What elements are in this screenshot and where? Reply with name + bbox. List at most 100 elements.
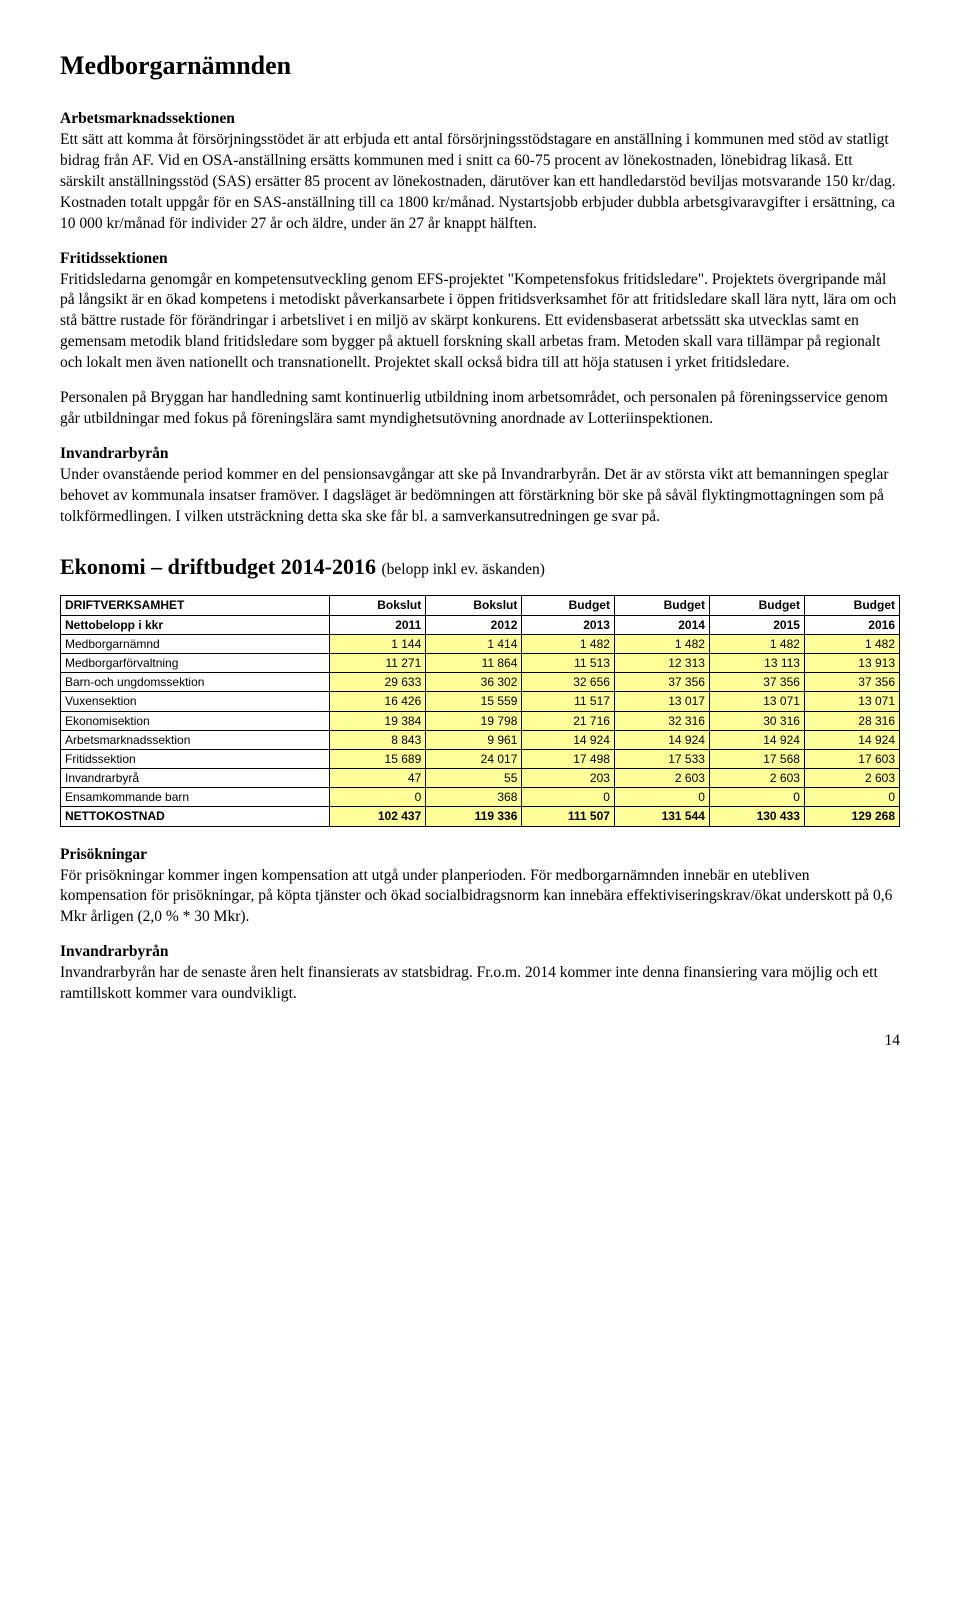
row-value: 2 603 bbox=[614, 769, 709, 788]
row-value: 1 482 bbox=[709, 634, 804, 653]
row-label: Arbetsmarknadssektion bbox=[61, 730, 330, 749]
invandrar-paragraph-2: Invandrarbyrån Invandrarbyrån har de sen… bbox=[60, 942, 900, 1005]
row-label: Vuxensektion bbox=[61, 692, 330, 711]
header-col: Bokslut bbox=[330, 596, 426, 615]
header-col: Bokslut bbox=[426, 596, 522, 615]
ekonomi-heading-sub: (belopp inkl ev. äskanden) bbox=[381, 561, 544, 578]
invandrar-body-1: Under ovanstående period kommer en del p… bbox=[60, 466, 889, 525]
row-value: 30 316 bbox=[709, 711, 804, 730]
page-number: 14 bbox=[60, 1031, 900, 1052]
row-value: 11 864 bbox=[426, 653, 522, 672]
row-value: 14 924 bbox=[614, 730, 709, 749]
row-value: 0 bbox=[804, 788, 899, 807]
table-row: Fritidssektion15 68924 01717 49817 53317… bbox=[61, 749, 900, 768]
row-value: 32 316 bbox=[614, 711, 709, 730]
row-value: 13 071 bbox=[804, 692, 899, 711]
row-label: Medborgarförvaltning bbox=[61, 653, 330, 672]
page-title: Medborgarnämnden bbox=[60, 48, 900, 83]
prisokningar-paragraph: Prisökningar För prisökningar kommer ing… bbox=[60, 845, 900, 929]
prisokningar-body: För prisökningar kommer ingen kompensati… bbox=[60, 867, 892, 926]
row-value: 203 bbox=[522, 769, 615, 788]
fritid-body-2: Personalen på Bryggan har handledning sa… bbox=[60, 389, 888, 427]
netto-value: 131 544 bbox=[614, 807, 709, 826]
row-value: 37 356 bbox=[614, 673, 709, 692]
ekonomi-heading-main: Ekonomi – driftbudget 2014-2016 bbox=[60, 554, 376, 579]
table-row: Vuxensektion16 42615 55911 51713 01713 0… bbox=[61, 692, 900, 711]
row-value: 11 271 bbox=[330, 653, 426, 672]
table-header-row-1: DRIFTVERKSAMHET Bokslut Bokslut Budget B… bbox=[61, 596, 900, 615]
row-value: 17 498 bbox=[522, 749, 615, 768]
row-value: 11 517 bbox=[522, 692, 615, 711]
invandrar-title-1: Invandrarbyrån bbox=[60, 445, 169, 462]
header-nettobelopp: Nettobelopp i kkr bbox=[61, 615, 330, 634]
header-year: 2015 bbox=[709, 615, 804, 634]
row-value: 15 559 bbox=[426, 692, 522, 711]
arbetsmarknad-title: Arbetsmarknadssektionen bbox=[60, 110, 235, 127]
netto-value: 129 268 bbox=[804, 807, 899, 826]
header-year: 2013 bbox=[522, 615, 615, 634]
row-value: 13 071 bbox=[709, 692, 804, 711]
row-value: 13 113 bbox=[709, 653, 804, 672]
table-row: Barn-och ungdomssektion29 63336 30232 65… bbox=[61, 673, 900, 692]
row-label: Ekonomisektion bbox=[61, 711, 330, 730]
ekonomi-heading: Ekonomi – driftbudget 2014-2016 (belopp … bbox=[60, 552, 900, 582]
table-row: Invandrarbyrå47552032 6032 6032 603 bbox=[61, 769, 900, 788]
header-year: 2016 bbox=[804, 615, 899, 634]
header-col: Budget bbox=[709, 596, 804, 615]
row-value: 12 313 bbox=[614, 653, 709, 672]
row-value: 14 924 bbox=[804, 730, 899, 749]
row-value: 36 302 bbox=[426, 673, 522, 692]
netto-value: 111 507 bbox=[522, 807, 615, 826]
row-value: 32 656 bbox=[522, 673, 615, 692]
row-value: 15 689 bbox=[330, 749, 426, 768]
row-value: 55 bbox=[426, 769, 522, 788]
row-value: 1 482 bbox=[804, 634, 899, 653]
netto-row: NETTOKOSTNAD102 437119 336111 507131 544… bbox=[61, 807, 900, 826]
table-row: Medborgarnämnd1 1441 4141 4821 4821 4821… bbox=[61, 634, 900, 653]
netto-label: NETTOKOSTNAD bbox=[61, 807, 330, 826]
row-value: 19 384 bbox=[330, 711, 426, 730]
row-value: 13 913 bbox=[804, 653, 899, 672]
header-col: Budget bbox=[804, 596, 899, 615]
row-value: 47 bbox=[330, 769, 426, 788]
row-value: 1 482 bbox=[522, 634, 615, 653]
table-row: Ensamkommande barn03680000 bbox=[61, 788, 900, 807]
row-label: Barn-och ungdomssektion bbox=[61, 673, 330, 692]
row-value: 19 798 bbox=[426, 711, 522, 730]
fritid-body-1: Fritidsledarna genomgår en kompetensutve… bbox=[60, 271, 896, 372]
row-value: 8 843 bbox=[330, 730, 426, 749]
netto-value: 130 433 bbox=[709, 807, 804, 826]
row-value: 368 bbox=[426, 788, 522, 807]
arbetsmarknad-paragraph: Arbetsmarknadssektionen Ett sätt att kom… bbox=[60, 109, 900, 235]
row-value: 17 568 bbox=[709, 749, 804, 768]
row-value: 13 017 bbox=[614, 692, 709, 711]
row-value: 17 533 bbox=[614, 749, 709, 768]
row-value: 9 961 bbox=[426, 730, 522, 749]
header-year: 2012 bbox=[426, 615, 522, 634]
row-value: 0 bbox=[709, 788, 804, 807]
arbetsmarknad-body: Ett sätt att komma åt försörjningsstödet… bbox=[60, 131, 896, 232]
driftbudget-table: DRIFTVERKSAMHET Bokslut Bokslut Budget B… bbox=[60, 595, 900, 826]
fritid-paragraph-1: Fritidssektionen Fritidsledarna genomgår… bbox=[60, 249, 900, 375]
row-value: 2 603 bbox=[709, 769, 804, 788]
row-value: 14 924 bbox=[522, 730, 615, 749]
header-year: 2014 bbox=[614, 615, 709, 634]
row-value: 2 603 bbox=[804, 769, 899, 788]
row-value: 24 017 bbox=[426, 749, 522, 768]
table-header-row-2: Nettobelopp i kkr 2011 2012 2013 2014 20… bbox=[61, 615, 900, 634]
row-value: 17 603 bbox=[804, 749, 899, 768]
row-value: 16 426 bbox=[330, 692, 426, 711]
row-value: 1 414 bbox=[426, 634, 522, 653]
fritid-paragraph-2: Personalen på Bryggan har handledning sa… bbox=[60, 388, 900, 430]
row-value: 1 144 bbox=[330, 634, 426, 653]
fritid-title: Fritidssektionen bbox=[60, 250, 168, 267]
invandrar-paragraph-1: Invandrarbyrån Under ovanstående period … bbox=[60, 444, 900, 528]
row-label: Fritidssektion bbox=[61, 749, 330, 768]
header-year: 2011 bbox=[330, 615, 426, 634]
row-value: 0 bbox=[330, 788, 426, 807]
netto-value: 119 336 bbox=[426, 807, 522, 826]
invandrar-body-2: Invandrarbyrån har de senaste åren helt … bbox=[60, 964, 878, 1002]
row-value: 29 633 bbox=[330, 673, 426, 692]
row-value: 37 356 bbox=[804, 673, 899, 692]
row-value: 37 356 bbox=[709, 673, 804, 692]
